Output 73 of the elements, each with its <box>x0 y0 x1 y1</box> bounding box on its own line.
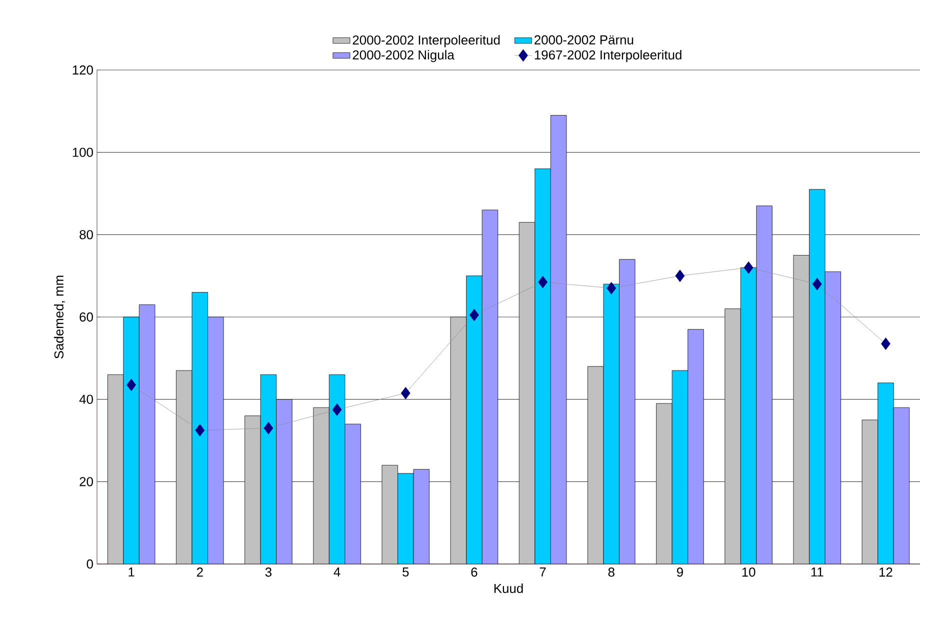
x-tick-label: 3 <box>265 568 272 577</box>
bar <box>740 267 757 564</box>
x-tick-label: 2 <box>196 568 203 577</box>
bar <box>244 416 261 564</box>
bar <box>862 420 878 564</box>
point <box>400 386 410 400</box>
x-tick-label: 11 <box>811 568 824 576</box>
point <box>812 278 822 290</box>
y-tick-label: 20 <box>80 477 93 486</box>
bar <box>688 329 704 564</box>
bar <box>793 255 810 564</box>
legend-label: 2000-2002 Interpoleeritud <box>352 35 500 48</box>
bar <box>534 168 551 564</box>
point <box>675 270 685 282</box>
bar <box>123 316 140 564</box>
bar <box>724 308 741 564</box>
x-tick-label: 12 <box>880 568 892 577</box>
point <box>744 261 754 274</box>
y-tick-label: 80 <box>80 230 93 240</box>
bar <box>672 370 688 564</box>
bar <box>176 370 192 564</box>
point <box>195 424 205 436</box>
point <box>606 282 616 294</box>
point <box>332 403 342 416</box>
bar <box>328 374 346 564</box>
bar <box>482 210 498 564</box>
bar <box>276 399 292 564</box>
x-tick-label: 4 <box>334 568 340 576</box>
x-tick-label: 6 <box>471 568 478 577</box>
x-tick-label: 10 <box>742 568 756 577</box>
bar <box>192 292 208 564</box>
bar <box>550 115 567 564</box>
bar <box>208 316 224 564</box>
point <box>470 308 479 322</box>
y-tick-label: 120 <box>72 65 93 75</box>
bar <box>313 407 330 564</box>
legend-label: 1967-2002 Interpoleeritud <box>534 50 682 62</box>
point <box>881 338 890 350</box>
bar <box>466 276 482 564</box>
bar <box>603 284 620 564</box>
x-axis-title: Kuud <box>494 584 523 594</box>
legend-label: 2000-2002 Nigula <box>352 50 454 62</box>
bar <box>518 222 536 564</box>
x-tick-label: 5 <box>402 568 409 577</box>
bar <box>138 304 156 564</box>
legend-label: 2000-2002 Pärnu <box>534 35 634 44</box>
bar <box>656 403 672 564</box>
bar <box>382 465 398 564</box>
x-tick-label: 1 <box>128 568 134 576</box>
y-tick-label: 0 <box>86 559 93 569</box>
bar <box>413 469 430 564</box>
bar <box>344 424 361 564</box>
y-axis-title: Sademed, mm <box>54 276 66 359</box>
point <box>126 378 136 392</box>
bar <box>588 366 604 564</box>
bar <box>619 259 636 564</box>
bar <box>450 316 467 564</box>
y-tick-label: 40 <box>79 394 93 404</box>
bar <box>893 407 910 564</box>
x-tick-label: 9 <box>676 568 683 577</box>
bar <box>398 473 414 564</box>
bar <box>260 374 277 564</box>
bar <box>824 272 841 564</box>
bar <box>107 374 124 564</box>
y-tick-label: 100 <box>72 148 93 157</box>
bar <box>878 382 894 564</box>
x-tick-label: 7 <box>540 568 546 576</box>
point <box>264 422 274 434</box>
y-tick-label: 60 <box>80 312 93 322</box>
bar <box>756 206 772 564</box>
bar <box>809 189 826 564</box>
x-tick-label: 8 <box>608 568 614 577</box>
point <box>538 276 548 288</box>
